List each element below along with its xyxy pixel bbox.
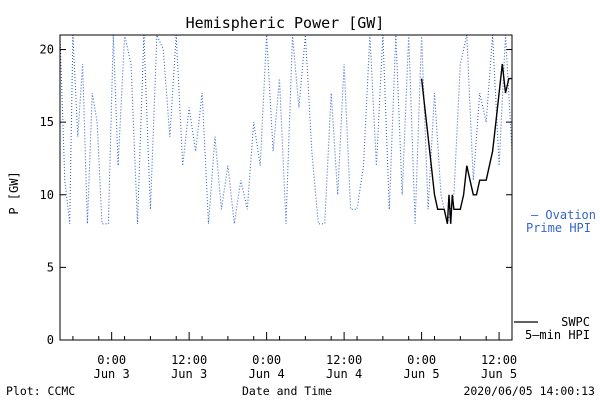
series-line-ovation-prime-hpi [59, 34, 513, 225]
x-tick-date-label: Jun 3 [171, 367, 207, 381]
x-tick-time-label: 0:00 [97, 353, 126, 367]
series-line-swpc-5min-hpi [420, 63, 512, 224]
x-tick-time-label: 12:00 [171, 353, 207, 367]
x-tick-date-label: Jun 4 [249, 367, 285, 381]
y-tick-label: 20 [40, 43, 54, 57]
legend-ovation-line1: — Ovation [531, 208, 596, 222]
legend-swpc: SWPC 5–min HPI [514, 315, 590, 342]
y-tick-label: 10 [40, 188, 54, 202]
y-tick-label: 5 [47, 260, 54, 274]
series-layer [59, 34, 513, 225]
footer-timestamp: 2020/06/05 14:00:13 [463, 384, 595, 398]
y-tick-label: 15 [40, 115, 54, 129]
x-tick-date-label: Jun 5 [481, 367, 517, 381]
legend-swpc-line1: SWPC [561, 315, 590, 329]
legend-ovation: — Ovation Prime HPI [526, 208, 596, 235]
y-axis: 0 5 10 15 20 [40, 43, 512, 347]
legend-ovation-line2: Prime HPI [526, 221, 591, 235]
x-tick-time-label: 12:00 [326, 353, 362, 367]
x-tick-time-label: 12:00 [481, 353, 517, 367]
footer-x-axis-title: Date and Time [242, 384, 332, 398]
x-tick-date-label: Jun 3 [94, 367, 130, 381]
x-tick-time-label: 0:00 [252, 353, 281, 367]
x-tick-time-label: 0:00 [407, 353, 436, 367]
y-tick-label: 0 [47, 333, 54, 347]
footer-plot-credit: Plot: CCMC [6, 384, 75, 398]
x-tick-date-label: Jun 4 [326, 367, 362, 381]
chart-title: Hemispheric Power [GW] [186, 14, 385, 32]
x-tick-date-label: Jun 5 [404, 367, 440, 381]
plot-frame [59, 34, 513, 341]
y-axis-label: P [GW] [7, 171, 21, 214]
legend-swpc-line2: 5–min HPI [525, 328, 590, 342]
